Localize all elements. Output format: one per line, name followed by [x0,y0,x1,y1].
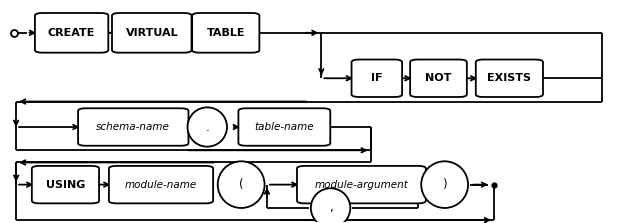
Text: schema-name: schema-name [96,122,170,132]
Text: module-argument: module-argument [315,180,408,190]
FancyBboxPatch shape [112,13,192,53]
Text: NOT: NOT [425,73,452,83]
Text: ,: , [329,201,332,214]
FancyBboxPatch shape [192,13,260,53]
FancyBboxPatch shape [476,60,543,97]
Text: USING: USING [46,180,85,190]
Text: EXISTS: EXISTS [488,73,531,83]
Ellipse shape [218,161,265,208]
Ellipse shape [421,161,468,208]
FancyBboxPatch shape [297,166,426,203]
Text: CREATE: CREATE [48,28,95,38]
Text: .: . [205,120,209,134]
FancyBboxPatch shape [109,166,213,203]
Text: VIRTUAL: VIRTUAL [125,28,178,38]
FancyBboxPatch shape [78,108,188,146]
Text: table-name: table-name [255,122,314,132]
Text: (: ( [239,178,243,191]
Text: IF: IF [371,73,383,83]
Text: ): ) [442,178,447,191]
FancyBboxPatch shape [352,60,402,97]
Text: TABLE: TABLE [206,28,245,38]
Ellipse shape [311,188,350,223]
FancyBboxPatch shape [410,60,467,97]
Ellipse shape [187,107,227,147]
FancyBboxPatch shape [239,108,330,146]
Text: module-name: module-name [125,180,197,190]
FancyBboxPatch shape [32,166,99,203]
FancyBboxPatch shape [35,13,108,53]
